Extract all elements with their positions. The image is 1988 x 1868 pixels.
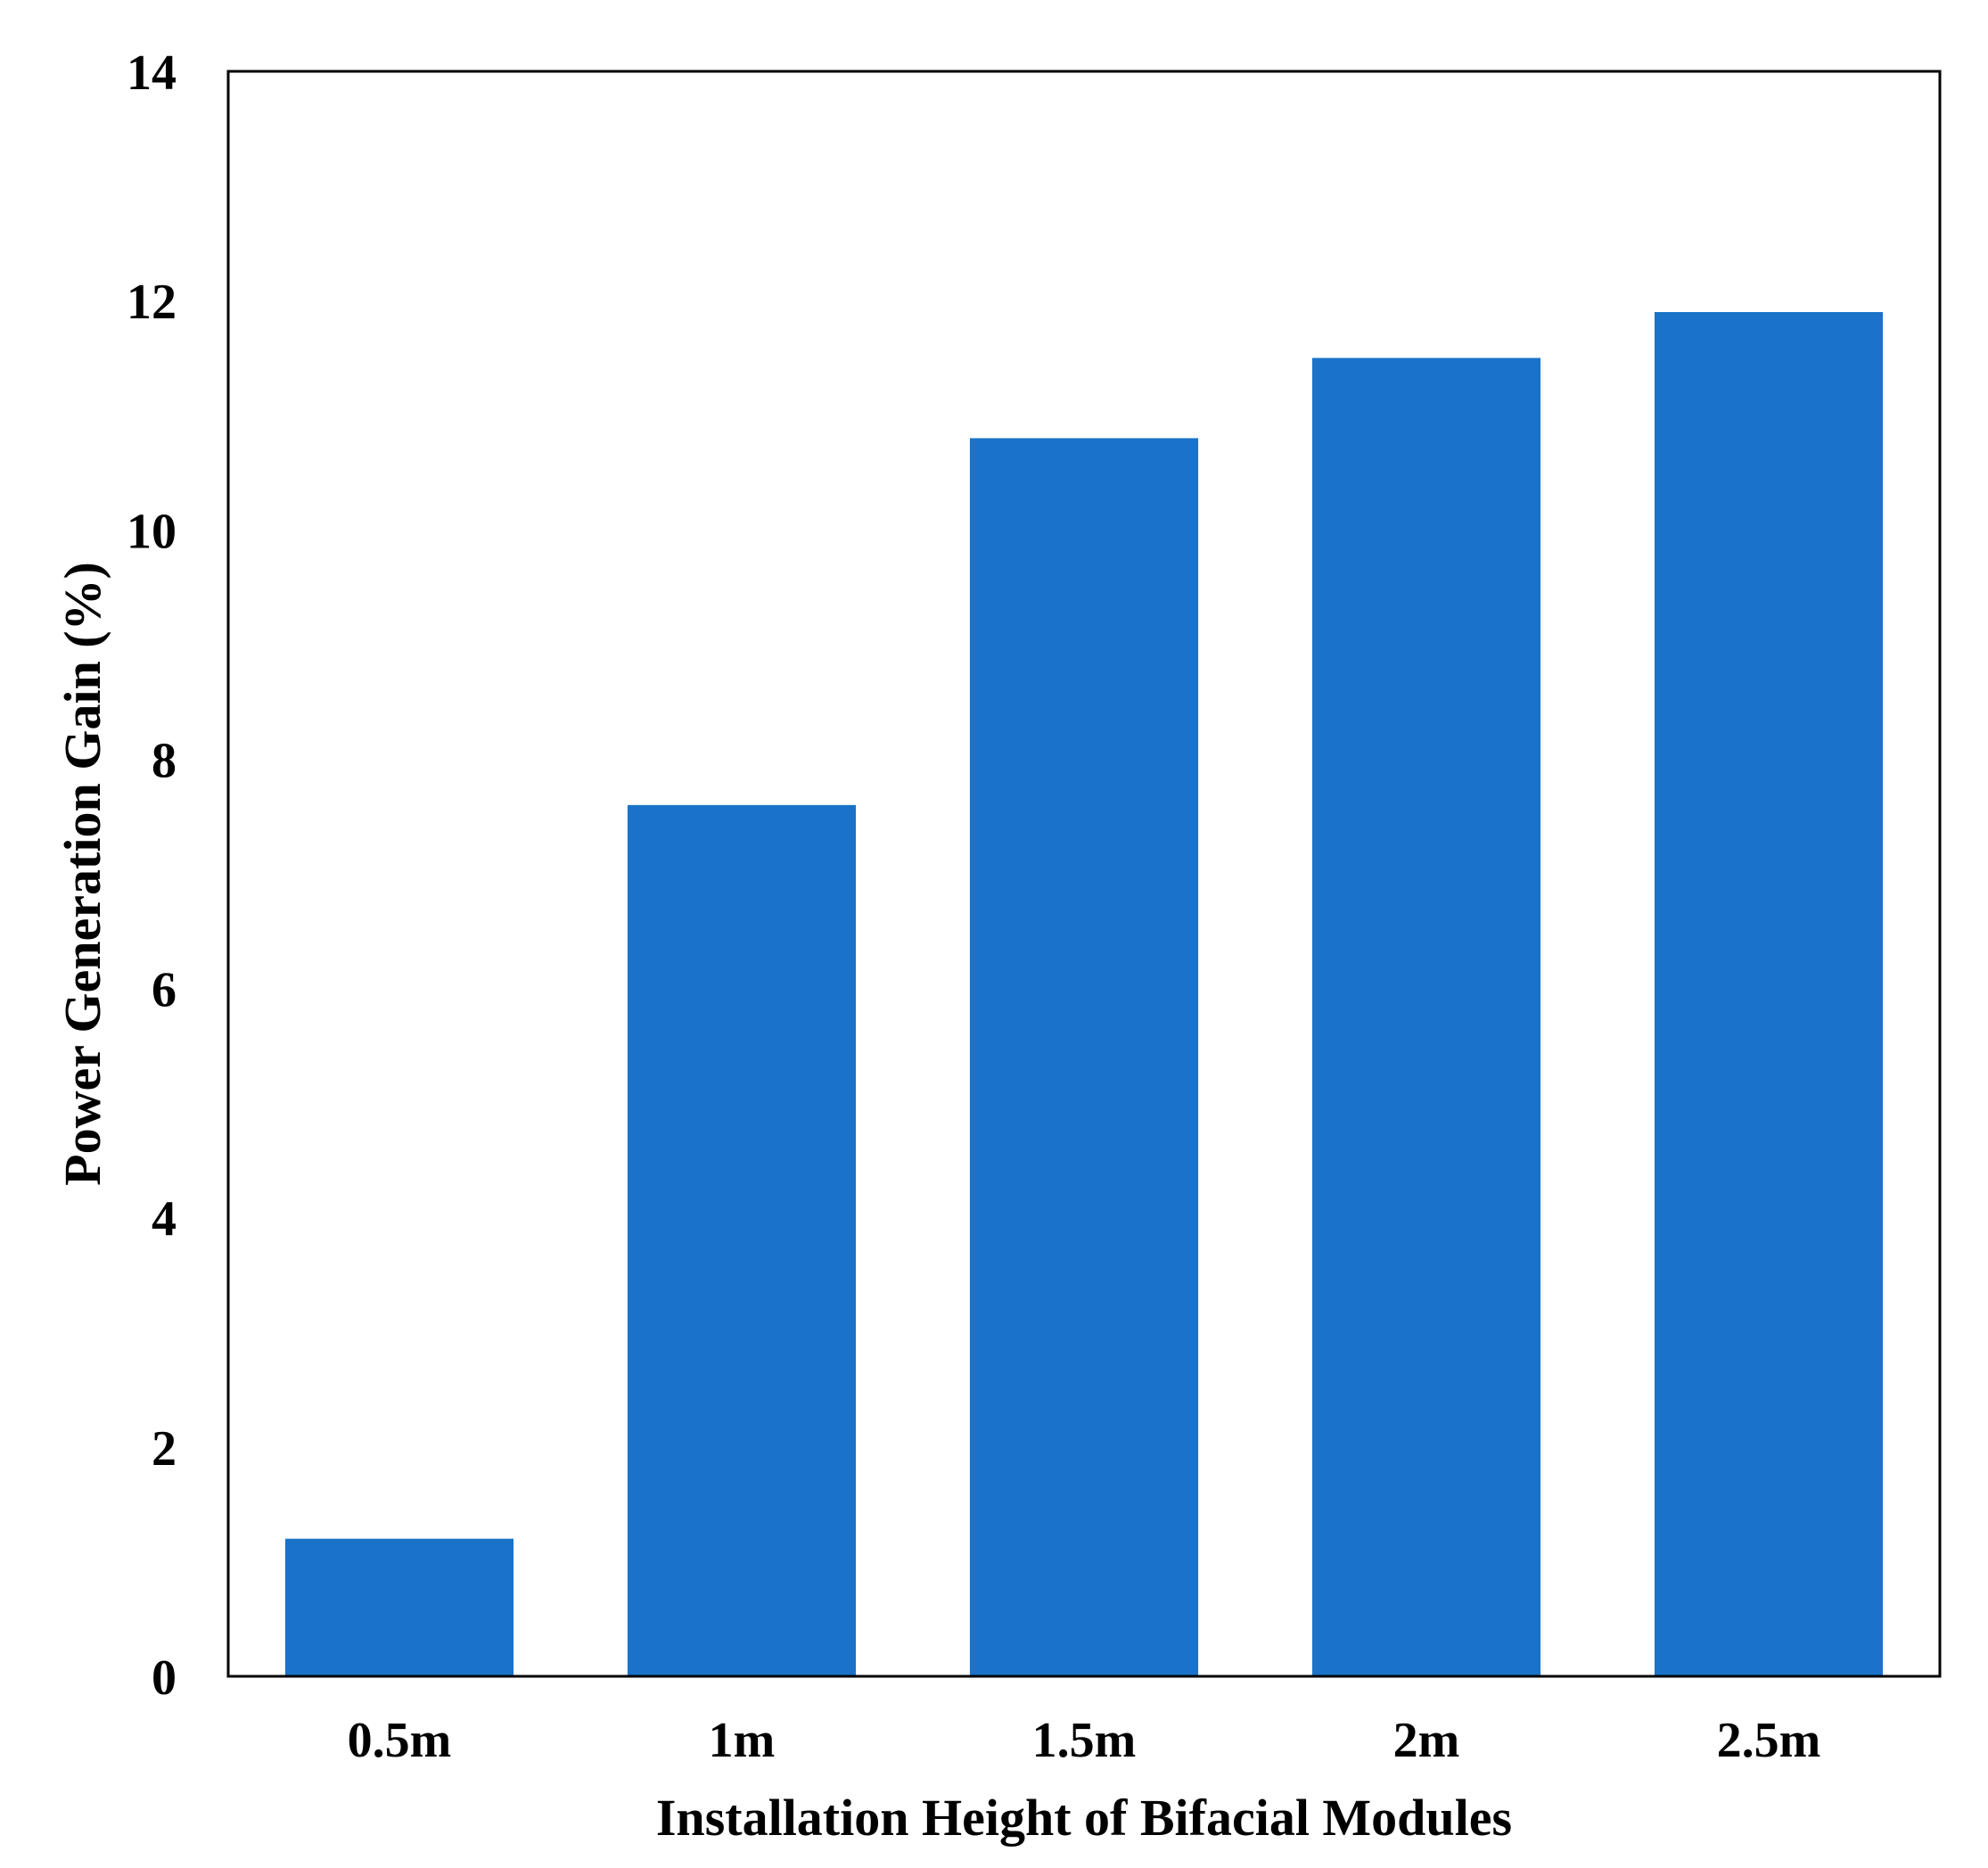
y-tick-label: 2 xyxy=(152,1421,177,1477)
bar-2m xyxy=(1311,358,1541,1676)
bars-group xyxy=(284,312,1884,1676)
y-tick-label: 6 xyxy=(152,963,177,1018)
x-tick-label: 0.5m xyxy=(348,1713,452,1768)
x-tick-label: 1m xyxy=(709,1713,776,1768)
y-tick-label: 12 xyxy=(127,275,177,330)
plot-area-frame xyxy=(226,70,1942,1678)
y-axis-ticks: 0 2 4 6 8 10 12 14 xyxy=(127,45,177,1706)
x-axis-ticks: 0.5m 1m 1.5m 2m 2.5m xyxy=(348,1713,1821,1768)
bar-2.5m xyxy=(1654,312,1884,1676)
bar-1.5m xyxy=(969,438,1199,1676)
y-tick-label: 4 xyxy=(152,1192,177,1247)
y-axis-label: Power Generation Gain (%) xyxy=(53,562,111,1186)
bar-1m xyxy=(627,804,857,1676)
x-tick-label: 1.5m xyxy=(1032,1713,1137,1768)
x-tick-label: 2.5m xyxy=(1717,1713,1821,1768)
y-tick-label: 8 xyxy=(152,733,177,788)
x-axis-label: Installation Height of Bifacial Modules xyxy=(656,1789,1512,1847)
y-tick-label: 14 xyxy=(127,45,177,101)
bar-0.5m xyxy=(284,1538,514,1676)
y-tick-label: 0 xyxy=(152,1650,177,1706)
x-tick-label: 2m xyxy=(1393,1713,1460,1768)
y-tick-label: 10 xyxy=(127,504,177,559)
